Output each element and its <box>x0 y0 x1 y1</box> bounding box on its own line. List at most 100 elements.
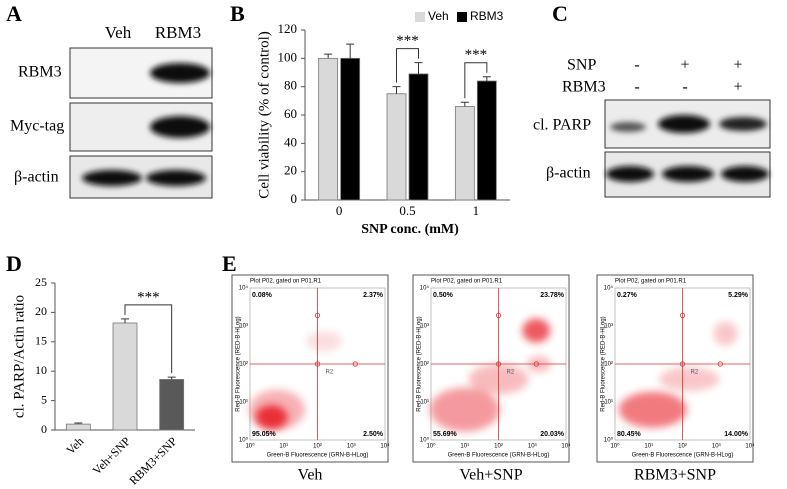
x-tick-label: 10² <box>678 444 687 450</box>
y-tick-label: 0 <box>291 191 298 206</box>
error-bar <box>167 376 176 380</box>
error-bar <box>414 62 423 74</box>
quadrant-value: 23.78% <box>540 292 565 299</box>
significance-label: *** <box>396 33 419 49</box>
band <box>719 117 767 131</box>
panel-label: E <box>222 251 237 276</box>
x-axis-label: Green-B Fluorescence (GRN-B-HLog) <box>632 453 734 459</box>
x-tick-label: 10¹ <box>460 444 469 450</box>
event-cloud <box>429 387 500 432</box>
x-tick-label: 10³ <box>528 444 537 450</box>
y-axis-label: Red-B Fluorescence (RED-B-HLog) <box>601 316 607 411</box>
x-tick-label: 0.5 <box>399 203 415 218</box>
sign: - <box>634 57 639 74</box>
bar <box>318 57 339 201</box>
x-tick-label: 10⁰ <box>245 443 255 450</box>
y-tick-label: 20 <box>284 163 297 178</box>
sign: + <box>680 57 689 74</box>
x-tick-label: 10⁰ <box>610 443 620 450</box>
band <box>146 170 206 186</box>
x-tick-label: RBM3+SNP <box>126 434 180 488</box>
significance-bracket <box>396 48 419 83</box>
x-tick-label: 10³ <box>712 444 721 450</box>
legend-swatch <box>415 12 425 22</box>
y-tick-label: 25 <box>35 275 47 289</box>
plot-caption: Veh+SNP <box>459 467 522 484</box>
panel-label: B <box>230 1 245 26</box>
x-tick-label: 0 <box>336 203 343 218</box>
bar <box>340 57 361 201</box>
y-tick-label: 10³ <box>420 324 429 330</box>
y-tick-label: 10³ <box>604 324 613 330</box>
gate-handle <box>679 312 686 318</box>
significance-bracket <box>464 62 488 99</box>
quadrant-value: 14.00% <box>724 431 749 438</box>
band <box>658 115 710 133</box>
plot-header: Plot P02, gated on P01.R1 <box>250 279 322 285</box>
flow-plot: Plot P02, gated on P01.R1 R2 0.50% 23.78% 55… <box>412 274 571 484</box>
error-bar <box>121 318 129 323</box>
error-bar <box>460 101 469 107</box>
y-tick-label: 10⁰ <box>239 437 249 444</box>
blot-c: SNP - + + RBM3 - - + cl. PARP β-actin <box>533 57 771 198</box>
quadrant-value: 0.27% <box>617 292 638 299</box>
x-tick-label: 10¹ <box>279 444 288 450</box>
band <box>662 166 714 182</box>
quadrant-value: 0.08% <box>252 292 273 299</box>
y-tick-label: 5 <box>41 392 47 406</box>
y-tick-label: 120 <box>278 21 298 36</box>
y-tick-label: 10⁴ <box>604 285 614 292</box>
x-tick-label: 10³ <box>347 444 356 450</box>
y-tick-label: 10² <box>420 362 429 368</box>
bar <box>454 106 475 201</box>
event-cloud <box>306 331 343 352</box>
gate-handle <box>352 361 358 367</box>
x-tick-label: Veh+SNP <box>90 434 134 478</box>
flow-plot: Plot P02, gated on P01.R1 R2 0.08% 2.37% 95.… <box>231 274 390 484</box>
plot-caption: Veh <box>298 467 323 484</box>
x-tick-label: Veh <box>63 434 86 457</box>
error-bar <box>346 43 355 59</box>
sign: - <box>682 79 687 96</box>
row-label: RBM3 <box>18 64 62 81</box>
gate-handle <box>495 361 502 367</box>
legend-label: Veh <box>428 9 449 23</box>
gate-handle <box>495 312 502 318</box>
gate-label: R2 <box>507 370 515 376</box>
row-label: cl. PARP <box>533 117 591 134</box>
quadrant-value: 2.50% <box>363 431 384 438</box>
panel-label: A <box>6 1 22 26</box>
y-axis-label: Red-B Fluorescence (RED-B-HLog) <box>236 316 242 411</box>
panel-label: C <box>552 1 568 26</box>
y-tick-label: 20 <box>35 304 47 318</box>
gate-handle <box>533 361 539 367</box>
x-tick-label: 10⁴ <box>745 443 755 450</box>
column-label: Veh <box>105 23 132 42</box>
y-tick-label: 10³ <box>239 324 248 330</box>
band <box>610 122 646 132</box>
x-tick-label: 10² <box>494 444 503 450</box>
significance-label: *** <box>137 289 160 305</box>
significance-label: *** <box>465 47 488 63</box>
quadrant-value: 20.03% <box>540 431 565 438</box>
x-tick-label: 1 <box>473 203 480 218</box>
bar <box>65 423 91 431</box>
event-cloud <box>249 389 305 430</box>
band <box>82 170 142 186</box>
bar <box>112 322 138 431</box>
band <box>150 63 210 83</box>
gate-handle <box>314 361 321 367</box>
event-cloud <box>713 321 738 346</box>
condition-label: RBM3 <box>562 79 606 96</box>
y-axis-label: cl. PARP/Actin ratio <box>11 295 27 418</box>
x-tick-label: 10⁴ <box>380 443 390 450</box>
band <box>150 116 210 138</box>
error-bar <box>392 86 401 94</box>
panel-label: D <box>6 251 22 276</box>
quadrant-value: 5.29% <box>728 292 749 299</box>
significance-bracket <box>124 304 173 374</box>
event-cloud <box>522 318 551 343</box>
error-bar <box>324 53 333 59</box>
sign: - <box>634 79 639 96</box>
